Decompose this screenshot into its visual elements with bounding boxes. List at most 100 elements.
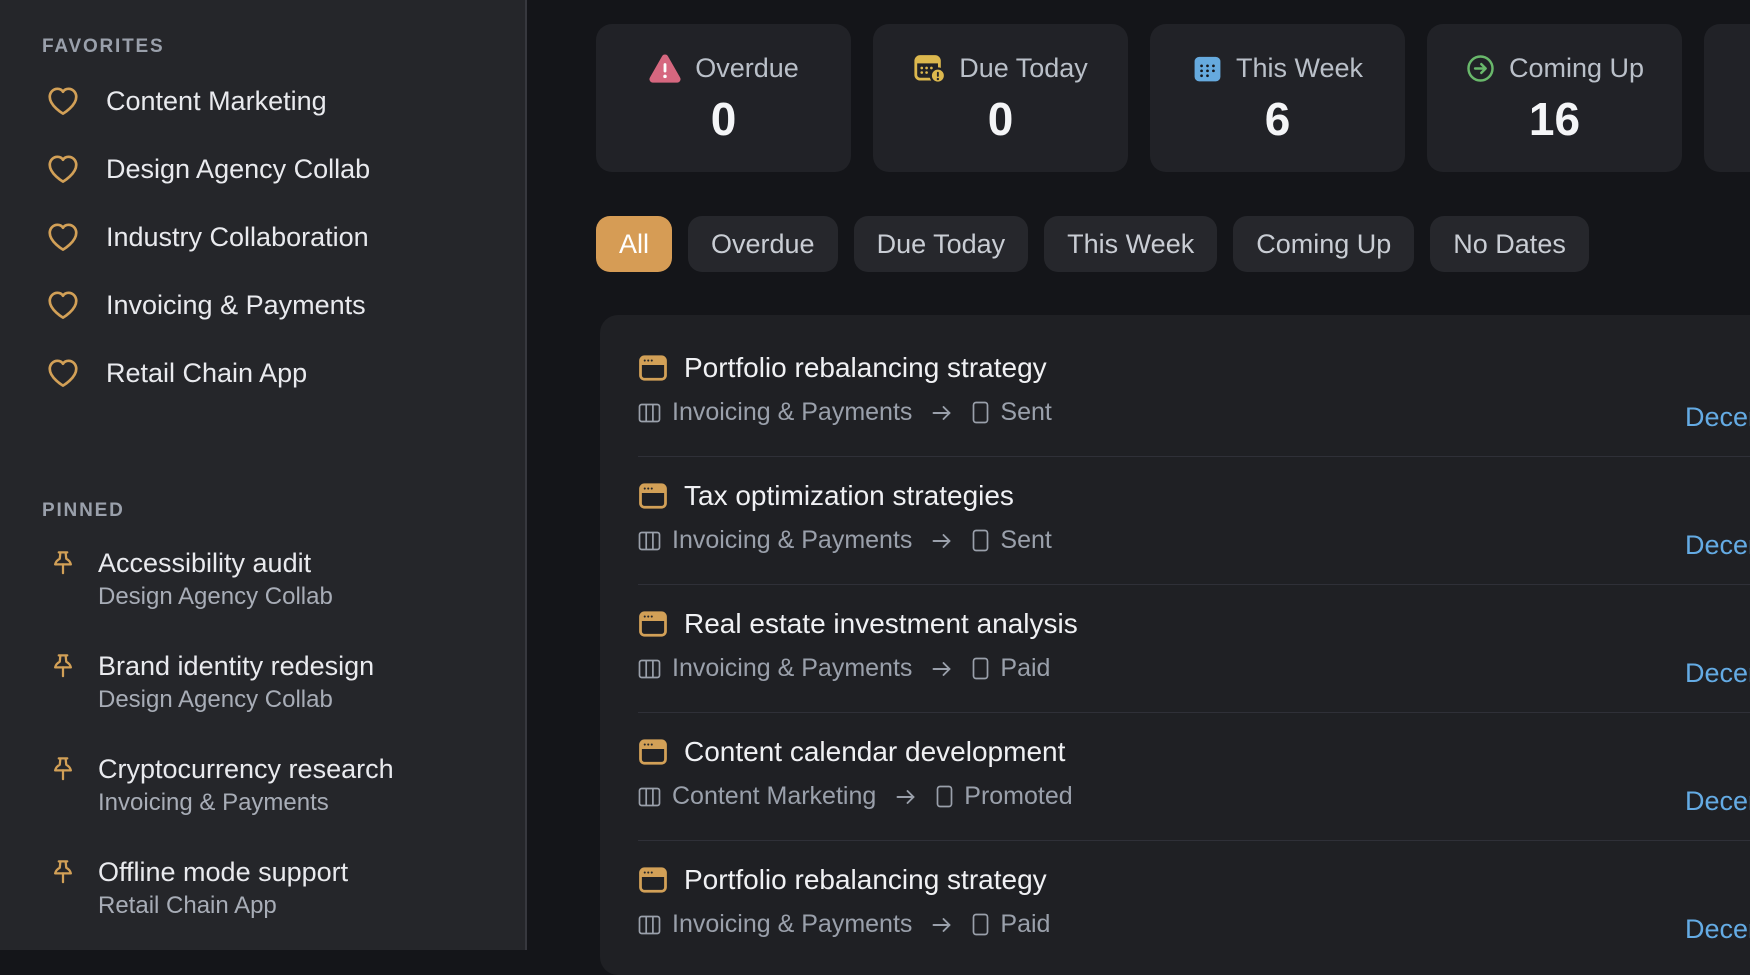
heart-icon [46, 290, 80, 321]
stat-card[interactable]: Coming Up 16 [1427, 24, 1682, 172]
stat-card[interactable]: Overdue 0 [596, 24, 851, 172]
window-icon [638, 610, 668, 638]
task-due-date: Decem [1685, 530, 1750, 560]
stat-card[interactable]: Due Today 0 [873, 24, 1128, 172]
task-title-line: Real estate investment analysis [638, 585, 1750, 640]
pinned-task-title: Cryptocurrency research [98, 754, 394, 784]
stat-card[interactable] [1704, 24, 1750, 172]
heart-icon [46, 222, 80, 253]
task-meta-line: Content Marketing Promoted [638, 782, 1750, 811]
arrow-right-icon [930, 531, 954, 551]
window-icon [638, 482, 668, 510]
task-due-date: Decem [1685, 658, 1750, 688]
sidebar-favorite-item[interactable]: Retail Chain App [0, 339, 525, 407]
favorite-label: Design Agency Collab [106, 153, 371, 184]
sidebar-pinned-item[interactable]: Brand identity redesign Design Agency Co… [0, 641, 525, 744]
stat-card-value: 16 [1528, 93, 1581, 145]
tasks-panel: Portfolio rebalancing strategy Invoicing… [600, 315, 1750, 975]
pushpin-icon [48, 754, 78, 847]
stat-card-value: 0 [710, 93, 737, 145]
sidebar-pinned-item[interactable]: Accessibility audit Design Agency Collab [0, 538, 525, 641]
arrow-right-icon [930, 403, 954, 423]
task-status: Paid [1000, 910, 1051, 938]
task-title: Real estate investment analysis [684, 608, 1078, 639]
calendar-icon [1192, 53, 1223, 84]
window-icon [638, 738, 668, 766]
task-row[interactable]: Portfolio rebalancing strategy Invoicing… [638, 329, 1750, 457]
pinned-task-project: Invoicing & Payments [98, 789, 329, 816]
pinned-task-project: Design Agency Collab [98, 686, 333, 713]
sidebar-pinned-item[interactable]: Offline mode support Retail Chain App [0, 847, 525, 950]
task-meta-line: Invoicing & Payments Sent [638, 526, 1750, 555]
sidebar-favorite-item[interactable]: Design Agency Collab [0, 135, 525, 203]
task-title-line: Portfolio rebalancing strategy [638, 841, 1750, 896]
stat-card-header: This Week [1150, 50, 1405, 86]
filter-chip-this-week[interactable]: This Week [1044, 216, 1218, 272]
status-card-icon [972, 529, 989, 552]
task-title: Portfolio rebalancing strategy [684, 864, 1047, 895]
arrow-right-icon [930, 659, 954, 679]
task-title: Content calendar development [684, 736, 1066, 767]
stat-card-header: Overdue [596, 50, 851, 86]
task-board-name: Invoicing & Payments [672, 526, 913, 554]
stat-card-label: Due Today [959, 52, 1088, 83]
favorites-section-header: FAVORITES [42, 36, 165, 57]
favorite-label: Content Marketing [106, 85, 327, 116]
sidebar-pinned-item[interactable]: Cryptocurrency research Invoicing & Paym… [0, 744, 525, 847]
sidebar-favorite-item[interactable]: Invoicing & Payments [0, 271, 525, 339]
stat-card-label: Overdue [695, 52, 799, 83]
heart-icon [46, 86, 80, 117]
favorite-label: Industry Collaboration [106, 221, 369, 252]
task-meta-line: Invoicing & Payments Paid [638, 654, 1750, 683]
task-board-name: Invoicing & Payments [672, 654, 913, 682]
task-board-name: Invoicing & Payments [672, 910, 913, 938]
warning-triangle-icon [648, 53, 682, 84]
sidebar-favorite-item[interactable]: Industry Collaboration [0, 203, 525, 271]
pinned-task-project: Design Agency Collab [98, 583, 333, 610]
sidebar-favorite-item[interactable]: Content Marketing [0, 67, 525, 135]
task-row[interactable]: Portfolio rebalancing strategy Invoicing… [638, 841, 1750, 969]
task-status: Sent [1000, 526, 1052, 554]
heart-icon [46, 154, 80, 185]
filter-chip-no-dates[interactable]: No Dates [1430, 216, 1589, 272]
status-card-icon [972, 657, 989, 680]
stat-card-value: 6 [1264, 93, 1291, 145]
favorite-label: Invoicing & Payments [106, 289, 366, 320]
stat-card[interactable]: This Week 6 [1150, 24, 1405, 172]
pinned-list: Accessibility audit Design Agency Collab… [0, 538, 525, 950]
status-card-icon [972, 913, 989, 936]
board-columns-icon [638, 915, 661, 935]
arrow-right-icon [930, 915, 954, 935]
task-row[interactable]: Tax optimization strategies Invoicing & … [638, 457, 1750, 585]
pinned-task-title: Offline mode support [98, 857, 349, 887]
status-card-icon [936, 785, 953, 808]
filter-chip-due-today[interactable]: Due Today [853, 216, 1029, 272]
stat-card-label: This Week [1235, 52, 1364, 83]
filter-chip-coming-up[interactable]: Coming Up [1233, 216, 1415, 272]
pushpin-icon [48, 651, 78, 744]
task-due-date: Decem [1685, 914, 1750, 944]
task-title-line: Tax optimization strategies [638, 457, 1750, 512]
window-icon [638, 354, 668, 382]
task-meta-line: Invoicing & Payments Paid [638, 910, 1750, 939]
filter-chip-overdue[interactable]: Overdue [688, 216, 838, 272]
stat-card-header: Coming Up [1427, 50, 1682, 86]
stat-card-label: Coming Up [1508, 52, 1645, 83]
filter-chip-all[interactable]: All [596, 216, 673, 272]
task-row[interactable]: Content calendar development Content Mar… [638, 713, 1750, 841]
task-row[interactable]: Real estate investment analysis Invoicin… [638, 585, 1750, 713]
pinned-section-header: PINNED [42, 500, 125, 521]
status-card-icon [972, 401, 989, 424]
task-title-line: Content calendar development [638, 713, 1750, 768]
pinned-task-project: Retail Chain App [98, 892, 277, 919]
board-columns-icon [638, 531, 661, 551]
sidebar: FAVORITES Content Marketing Design Agenc… [0, 0, 527, 950]
board-columns-icon [638, 787, 661, 807]
pinned-text: Accessibility audit Design Agency Collab [98, 545, 333, 641]
heart-icon [46, 358, 80, 389]
arrow-right-icon [894, 787, 918, 807]
task-due-date: Decem [1685, 786, 1750, 816]
arrow-right-circle-icon [1465, 53, 1496, 84]
task-status: Paid [1000, 654, 1051, 682]
pinned-task-title: Brand identity redesign [98, 651, 375, 681]
